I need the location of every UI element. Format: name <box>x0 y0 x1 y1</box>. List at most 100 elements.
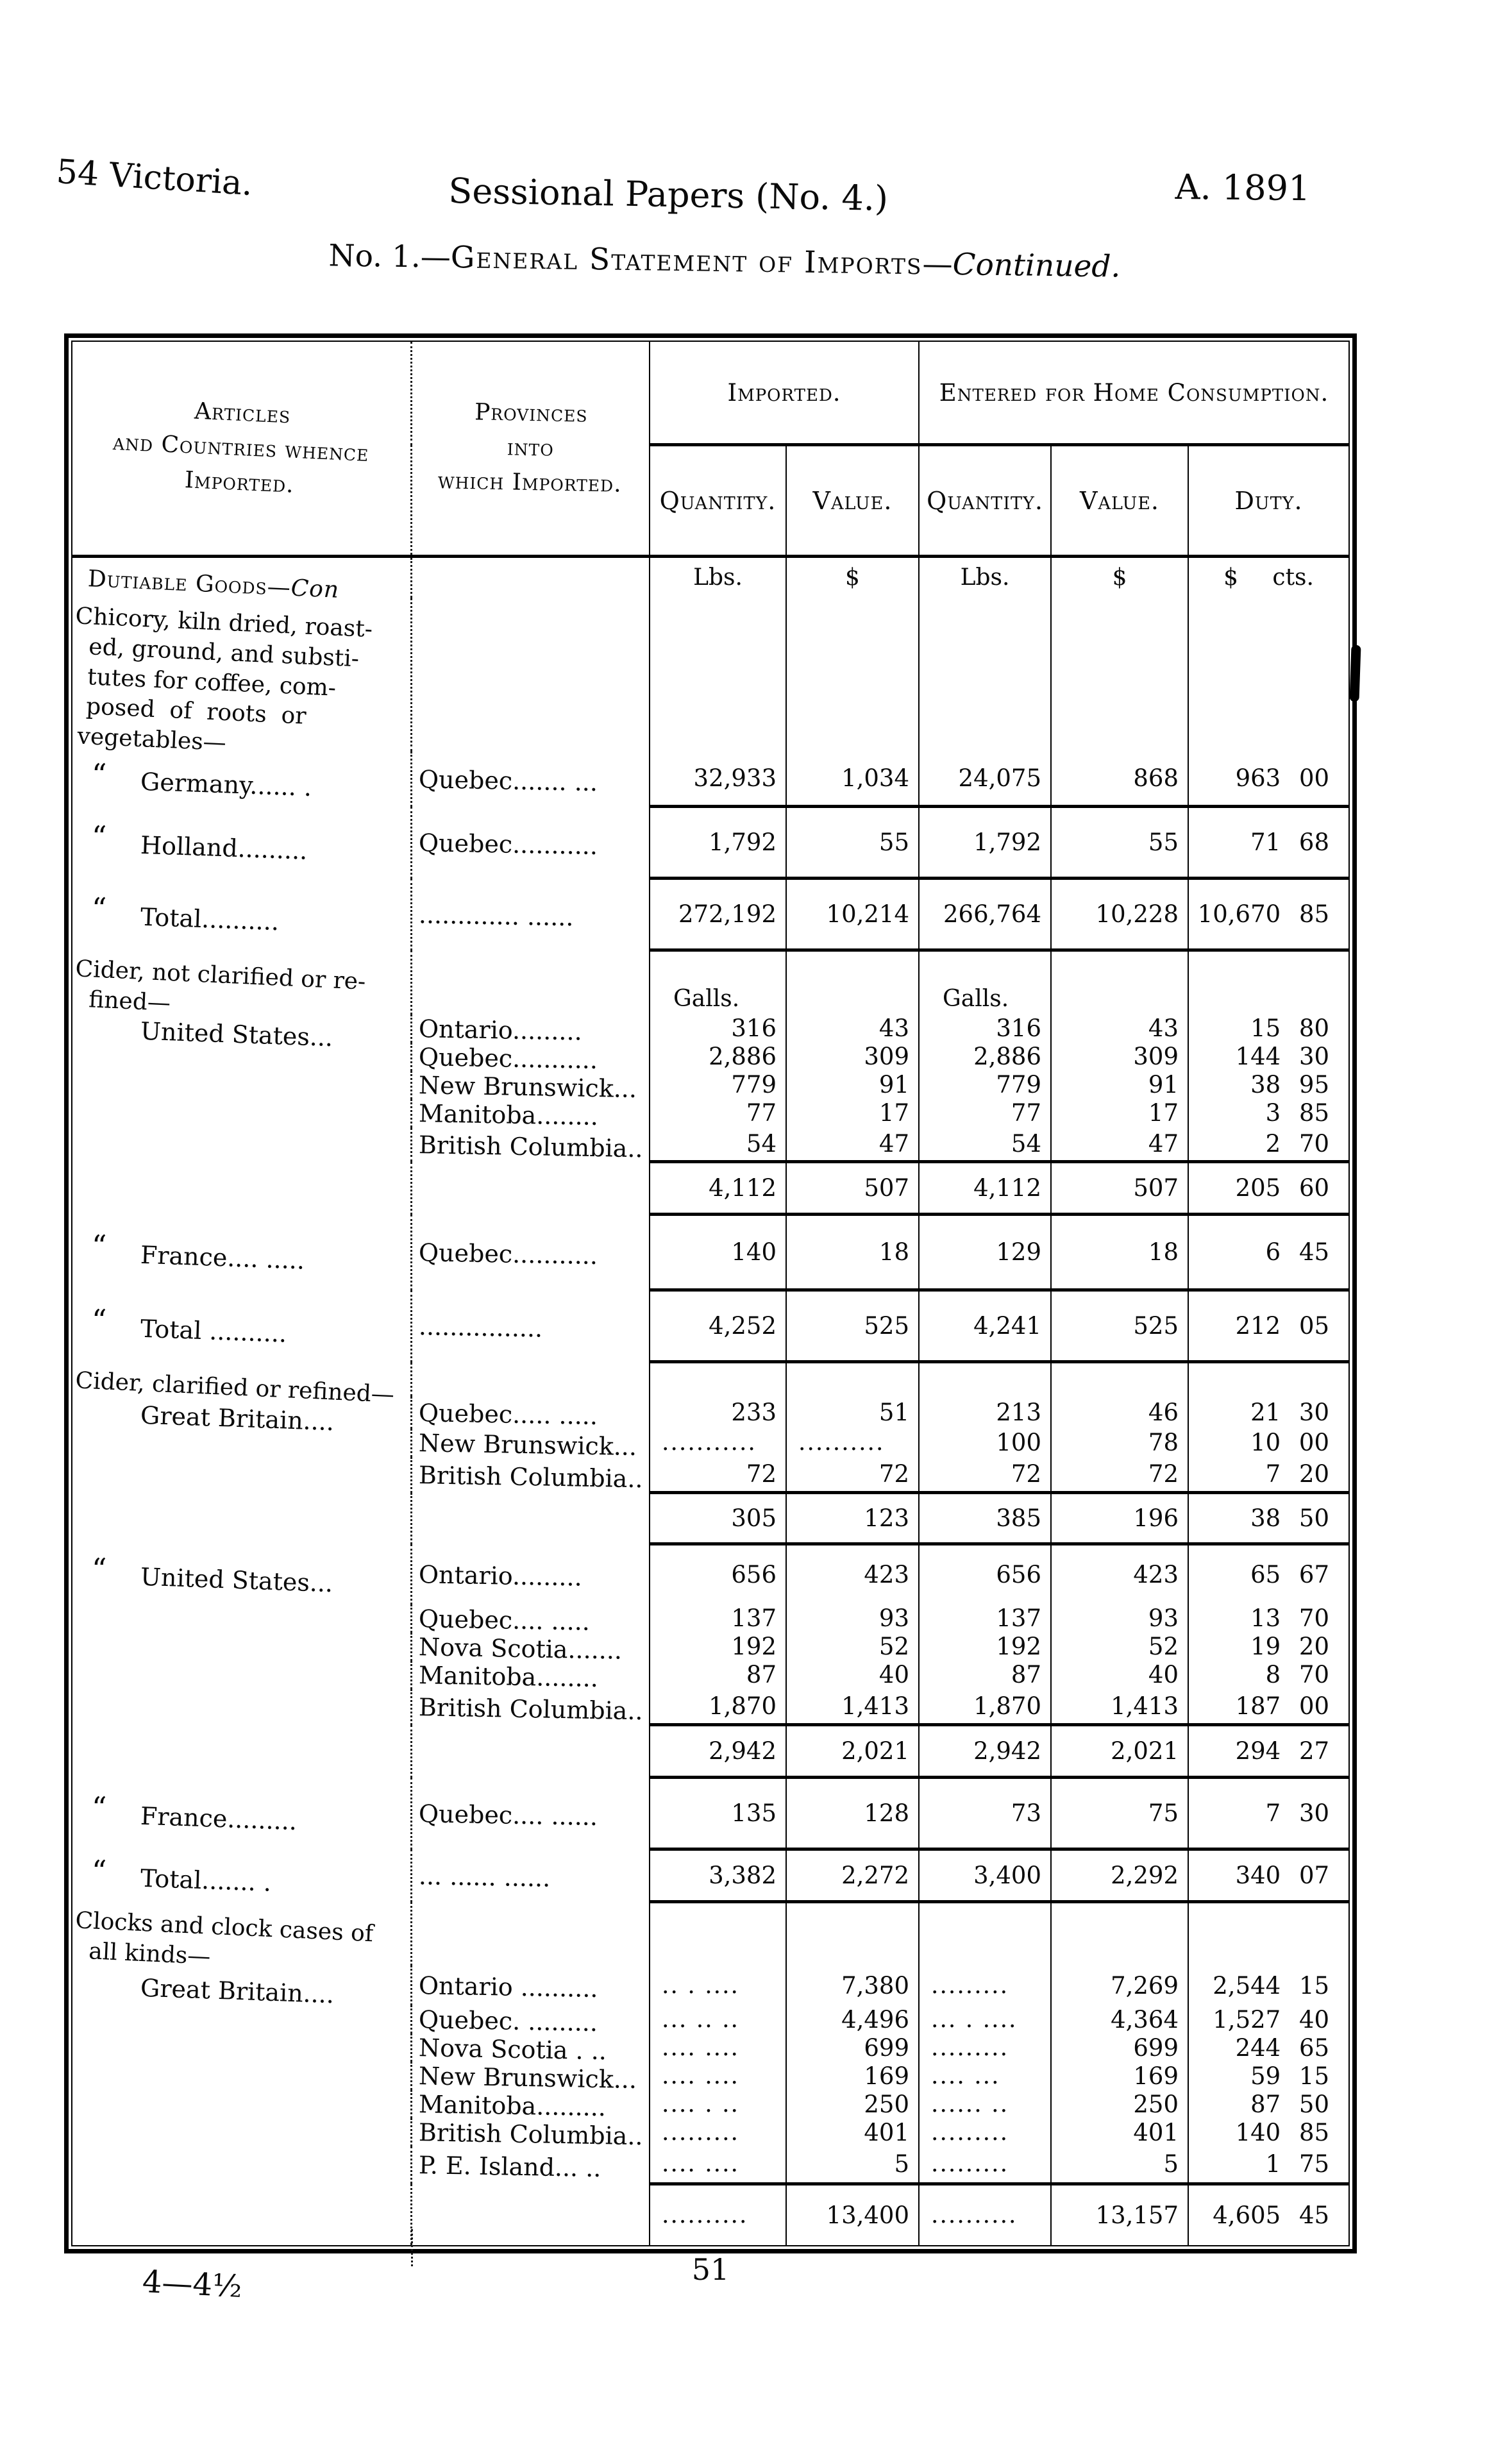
table-row: Clocks and clock cases of all kinds— <box>72 1900 1349 1969</box>
province-cell: P. E. Island... .. <box>410 2146 650 2184</box>
article-label: Total .......... <box>140 1314 287 1348</box>
imported-value-cell: 47 <box>785 1127 920 1162</box>
article-cell: United States... <box>72 1015 411 1051</box>
imports-table-frame: Articles and Countries whence Imported. … <box>64 333 1357 2254</box>
home-quantity-cell: 77 <box>918 1099 1052 1127</box>
duty-cell: 8 70 <box>1188 1660 1349 1689</box>
home-value-cell: 17 <box>1050 1099 1189 1127</box>
article-cell <box>72 1604 411 1633</box>
imported-quantity-cell: 4,252 <box>649 1288 786 1362</box>
page-number: 51 <box>691 2252 730 2287</box>
imported-quantity-cell <box>649 1360 786 1397</box>
article-cell: “ Total .......... <box>72 1290 411 1362</box>
province-cell <box>410 2184 650 2246</box>
imported-value-cell: 423 <box>785 1542 920 1604</box>
table-row: Nova Scotia....... 192 52 192 52 19 20 <box>72 1632 1349 1664</box>
ink-smudge-artifact <box>1349 644 1361 702</box>
home-value-cell: 5 <box>1050 2146 1189 2184</box>
ditto-mark: “ <box>92 1229 107 1264</box>
province-label: Manitoba........ <box>418 1660 598 1692</box>
imported-quantity-cell: 140 <box>649 1213 786 1290</box>
home-value-cell: 55 <box>1050 805 1189 879</box>
article-cell <box>72 1661 411 1689</box>
duty-cell: 87 50 <box>1188 2090 1349 2119</box>
province-label: Ontario......... <box>418 1560 582 1592</box>
home-value-cell <box>1050 1360 1189 1397</box>
table-row: Chicory, kiln dried, roast- ed, ground, … <box>72 597 1349 756</box>
imported-quantity-cell: 656 <box>649 1542 786 1604</box>
imported-quantity-cell: ... .. .. <box>649 2005 786 2034</box>
ditto-mark: “ <box>92 1790 107 1825</box>
imported-quantity-cell: .... .... <box>649 2062 786 2091</box>
printers-signature: 4—4½ <box>141 2263 243 2305</box>
province-label: British Columbia.. <box>418 1130 643 1163</box>
home-value-cell: 40 <box>1050 1660 1189 1689</box>
imported-quantity-cell: .... .... <box>649 2146 786 2184</box>
province-label: Quebec.... ...... <box>418 1799 598 1831</box>
province-label: Ontario .......... <box>418 1971 598 2003</box>
article-cell <box>72 1725 411 1778</box>
province-label: British Columbia.. <box>418 2118 643 2151</box>
table-row: British Columbia.. 72 72 72 72 7 20 <box>72 1456 1349 1493</box>
imported-quantity-cell: 233 <box>649 1396 786 1429</box>
article-cell: Great Britain.... <box>72 1966 411 2009</box>
province-cell: Quebec.... ...... <box>410 1777 650 1849</box>
table-row: “ Germany...... . Quebec....... ... 32,933 1… <box>72 751 1349 807</box>
home-quantity-cell: ......... <box>918 2034 1052 2062</box>
province-cell: Ontario .......... <box>410 1966 650 2006</box>
home-quantity-cell <box>918 597 1052 752</box>
imported-value-cell: 525 <box>785 1288 920 1362</box>
imported-value-cell: 699 <box>785 2034 920 2062</box>
article-cell <box>72 1127 411 1162</box>
home-value-cell: 1,413 <box>1050 1688 1189 1725</box>
province-label: Quebec. ......... <box>418 2005 598 2037</box>
province-cell <box>410 1361 650 1397</box>
imported-quantity-header: Quantity. <box>649 444 786 558</box>
province-label: Nova Scotia . .. <box>418 2034 607 2066</box>
imported-value-cell: 309 <box>785 1042 920 1071</box>
imported-quantity-cell: 137 <box>649 1604 786 1633</box>
ditto-mark: “ <box>92 757 107 792</box>
table-row: Dutiable Goods—Con Lbs. $ Lbs. $ $ cts. <box>72 556 1349 603</box>
article-cell: “ Total.......... <box>72 879 411 950</box>
imported-quantity-cell: .... . .. <box>649 2090 786 2119</box>
home-quantity-cell: 316 <box>918 1014 1052 1043</box>
duty-cell: 4,605 45 <box>1188 2182 1349 2246</box>
home-quantity-cell: 192 <box>918 1632 1052 1661</box>
duty-cell: 6 45 <box>1188 1213 1349 1290</box>
home-value-cell: 18 <box>1050 1213 1189 1290</box>
imported-value-cell: 128 <box>785 1776 920 1849</box>
home-value-cell: 10,228 <box>1050 877 1189 950</box>
table-body: Dutiable Goods—Con Lbs. $ Lbs. $ $ cts. Chicor… <box>72 556 1349 2246</box>
province-cell: Quebec........... <box>410 806 650 879</box>
imported-value-header: Value. <box>785 444 920 558</box>
province-label: British Columbia.. <box>418 1460 643 1493</box>
home-value-cell: 46 <box>1050 1396 1189 1429</box>
province-label: ... ...... ...... <box>418 1861 551 1892</box>
duty-cell: 38 50 <box>1188 1491 1349 1544</box>
home-quantity-cell: ......... <box>918 1966 1052 2006</box>
article-cell <box>72 1043 411 1071</box>
home-value-cell: 196 <box>1050 1491 1189 1544</box>
ditto-mark: “ <box>92 1551 107 1587</box>
province-cell: British Columbia.. <box>410 1688 650 1725</box>
home-value-cell: 13,157 <box>1050 2182 1189 2246</box>
province-cell: Manitoba........ <box>410 1099 650 1131</box>
duty-cell <box>1188 948 1349 1015</box>
article-cell: “ France.... ..... <box>72 1215 411 1290</box>
table-row: Manitoba........ 77 17 77 17 3 85 <box>72 1099 1349 1131</box>
imported-quantity-cell: 4,112 <box>649 1160 786 1215</box>
home-quantity-cell: 385 <box>918 1491 1052 1544</box>
home-quantity-cell: ... . .... <box>918 2005 1052 2034</box>
province-cell <box>410 1901 650 1966</box>
home-value-cell: 72 <box>1050 1456 1189 1493</box>
imported-value-cell: 250 <box>785 2090 920 2119</box>
duty-cell: 144 30 <box>1188 1042 1349 1071</box>
home-quantity-cell: 4,241 <box>918 1288 1052 1362</box>
home-value-cell: 868 <box>1050 751 1189 807</box>
province-cell: Nova Scotia . .. <box>410 2034 650 2066</box>
article-cell <box>72 1457 411 1493</box>
home-value-cell: 2,021 <box>1050 1723 1189 1778</box>
article-cell: Clocks and clock cases of all kinds— <box>72 1902 411 1969</box>
home-quantity-cell: 656 <box>918 1542 1052 1604</box>
